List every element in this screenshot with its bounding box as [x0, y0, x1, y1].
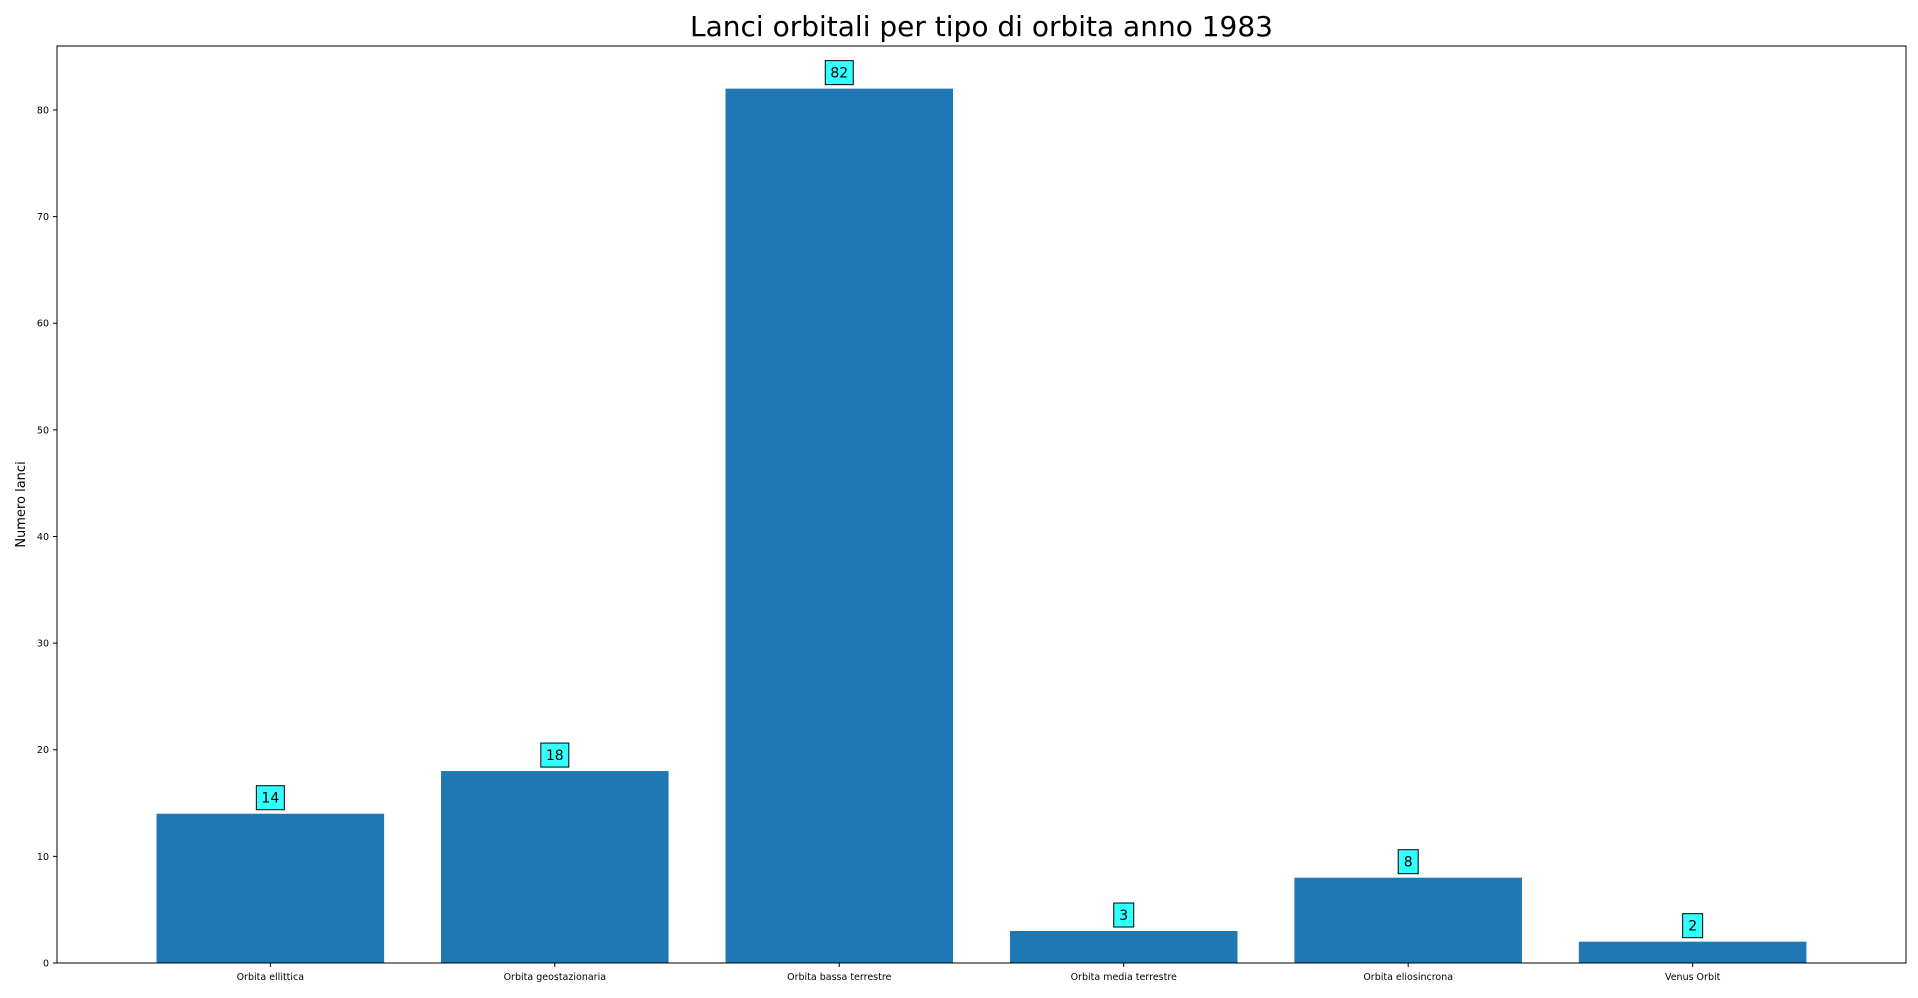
data-label: 14 — [261, 791, 279, 807]
bar — [1578, 941, 1807, 963]
y-tick-label: 40 — [37, 532, 49, 543]
data-label-box — [1113, 902, 1135, 928]
bar — [441, 771, 669, 963]
y-tick-label: 70 — [37, 212, 49, 223]
data-label: 18 — [546, 748, 564, 764]
data-label-box — [540, 742, 570, 768]
data-label-box — [1682, 913, 1704, 939]
y-axis-ticks: 0 10 20 30 40 50 60 70 80 — [37, 105, 57, 970]
bar — [1294, 877, 1522, 963]
plot-area-frame — [56, 45, 1907, 964]
data-label: 3 — [1119, 908, 1128, 924]
y-tick-label: 20 — [37, 745, 49, 756]
data-label: 2 — [1688, 919, 1697, 935]
bar-series — [156, 88, 1807, 963]
x-tick-label: Orbita media terrestre — [1071, 972, 1177, 983]
data-label: 82 — [830, 66, 848, 82]
x-tick-label: Venus Orbit — [1665, 972, 1721, 983]
data-label-box — [1397, 849, 1419, 875]
y-tick-label: 60 — [37, 319, 49, 330]
x-tick-label: Orbita bassa terrestre — [787, 972, 891, 983]
y-tick-label: 80 — [37, 105, 49, 116]
y-tick-label: 30 — [37, 639, 49, 650]
data-label-box — [255, 785, 285, 811]
y-tick-label: 50 — [37, 425, 49, 436]
bar — [725, 88, 954, 963]
y-tick-label: 10 — [37, 852, 49, 863]
y-axis-label: Numero lanci — [14, 461, 29, 547]
bar — [156, 813, 385, 963]
bar — [1009, 931, 1238, 963]
x-axis-ticks: Orbita ellittica Orbita geostazionaria Orb… — [237, 963, 1721, 983]
x-tick-label: Orbita ellittica — [237, 972, 305, 983]
x-tick-label: Orbita geostazionaria — [504, 972, 606, 983]
x-tick-label: Orbita eliosincrona — [1363, 972, 1453, 983]
data-label: 8 — [1404, 855, 1413, 871]
chart-title: Lanci orbitali per tipo di orbita anno 1… — [690, 10, 1273, 43]
y-tick-label: 0 — [43, 959, 49, 970]
data-label-box — [824, 60, 854, 86]
